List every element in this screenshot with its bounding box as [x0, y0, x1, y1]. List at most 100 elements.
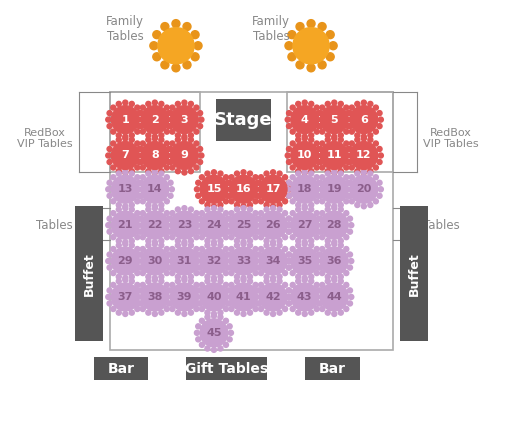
- Circle shape: [258, 295, 263, 300]
- Circle shape: [349, 187, 354, 192]
- Circle shape: [199, 153, 204, 158]
- Circle shape: [286, 216, 291, 221]
- Circle shape: [338, 243, 343, 248]
- Circle shape: [194, 223, 200, 228]
- Circle shape: [291, 142, 319, 170]
- Circle shape: [302, 312, 307, 317]
- Circle shape: [314, 235, 319, 240]
- Text: 30: 30: [147, 256, 162, 266]
- Circle shape: [320, 199, 325, 204]
- Circle shape: [175, 310, 181, 315]
- Circle shape: [247, 207, 253, 212]
- Circle shape: [171, 142, 198, 170]
- Circle shape: [136, 193, 142, 198]
- Circle shape: [129, 133, 134, 138]
- Circle shape: [140, 153, 145, 158]
- Circle shape: [194, 246, 199, 252]
- Circle shape: [165, 117, 170, 122]
- Circle shape: [218, 279, 223, 284]
- Circle shape: [296, 102, 301, 106]
- Circle shape: [135, 165, 140, 170]
- Circle shape: [229, 271, 234, 275]
- Circle shape: [257, 252, 262, 257]
- Circle shape: [344, 235, 349, 240]
- Circle shape: [320, 283, 325, 287]
- Circle shape: [139, 180, 143, 185]
- Circle shape: [229, 211, 257, 239]
- Text: 32: 32: [206, 256, 222, 266]
- Text: Stage: Stage: [214, 110, 273, 129]
- Circle shape: [345, 147, 351, 151]
- Circle shape: [164, 271, 170, 275]
- Circle shape: [146, 102, 151, 106]
- Circle shape: [355, 137, 360, 142]
- Circle shape: [264, 207, 269, 212]
- Circle shape: [107, 229, 112, 234]
- Circle shape: [277, 274, 282, 279]
- Circle shape: [257, 216, 262, 221]
- Text: 16: 16: [236, 184, 251, 194]
- Circle shape: [199, 117, 204, 122]
- Circle shape: [338, 279, 343, 284]
- Circle shape: [229, 283, 257, 311]
- Circle shape: [123, 240, 128, 245]
- Circle shape: [166, 229, 171, 234]
- Circle shape: [229, 211, 234, 215]
- Circle shape: [318, 23, 326, 31]
- Circle shape: [355, 102, 360, 106]
- Circle shape: [123, 170, 128, 175]
- Circle shape: [116, 207, 121, 212]
- Circle shape: [277, 202, 282, 207]
- Circle shape: [349, 141, 354, 146]
- Circle shape: [241, 206, 246, 211]
- Circle shape: [287, 252, 291, 257]
- Circle shape: [227, 193, 232, 198]
- Circle shape: [136, 147, 142, 151]
- Text: 4: 4: [301, 115, 309, 125]
- Circle shape: [188, 137, 193, 142]
- Circle shape: [228, 330, 234, 335]
- Circle shape: [270, 275, 276, 281]
- Circle shape: [116, 169, 121, 174]
- Circle shape: [320, 246, 325, 252]
- Circle shape: [141, 176, 169, 203]
- Text: 15: 15: [206, 184, 222, 194]
- Circle shape: [225, 288, 230, 293]
- Circle shape: [318, 193, 323, 198]
- Circle shape: [320, 306, 325, 312]
- Circle shape: [168, 288, 173, 293]
- Circle shape: [182, 278, 187, 283]
- Circle shape: [349, 199, 354, 204]
- Circle shape: [253, 235, 258, 240]
- Circle shape: [141, 142, 169, 170]
- Circle shape: [170, 306, 175, 312]
- Circle shape: [368, 169, 373, 174]
- Circle shape: [135, 283, 140, 287]
- Circle shape: [373, 165, 379, 170]
- Circle shape: [116, 243, 121, 248]
- Circle shape: [107, 159, 112, 164]
- Circle shape: [286, 288, 291, 293]
- Circle shape: [111, 211, 139, 239]
- Circle shape: [326, 31, 334, 39]
- Circle shape: [326, 137, 330, 142]
- Circle shape: [377, 159, 382, 164]
- Circle shape: [379, 187, 383, 192]
- Circle shape: [139, 288, 143, 293]
- Circle shape: [270, 204, 276, 209]
- Circle shape: [188, 102, 193, 106]
- Circle shape: [205, 314, 210, 320]
- Circle shape: [258, 235, 264, 240]
- Circle shape: [257, 180, 262, 185]
- Circle shape: [258, 306, 264, 312]
- Circle shape: [285, 258, 290, 264]
- Circle shape: [146, 137, 151, 142]
- Circle shape: [111, 306, 116, 312]
- Circle shape: [111, 141, 116, 146]
- Circle shape: [296, 137, 301, 142]
- Circle shape: [288, 53, 296, 61]
- Circle shape: [224, 306, 228, 312]
- Circle shape: [164, 129, 170, 134]
- Circle shape: [141, 247, 169, 275]
- Circle shape: [116, 238, 121, 244]
